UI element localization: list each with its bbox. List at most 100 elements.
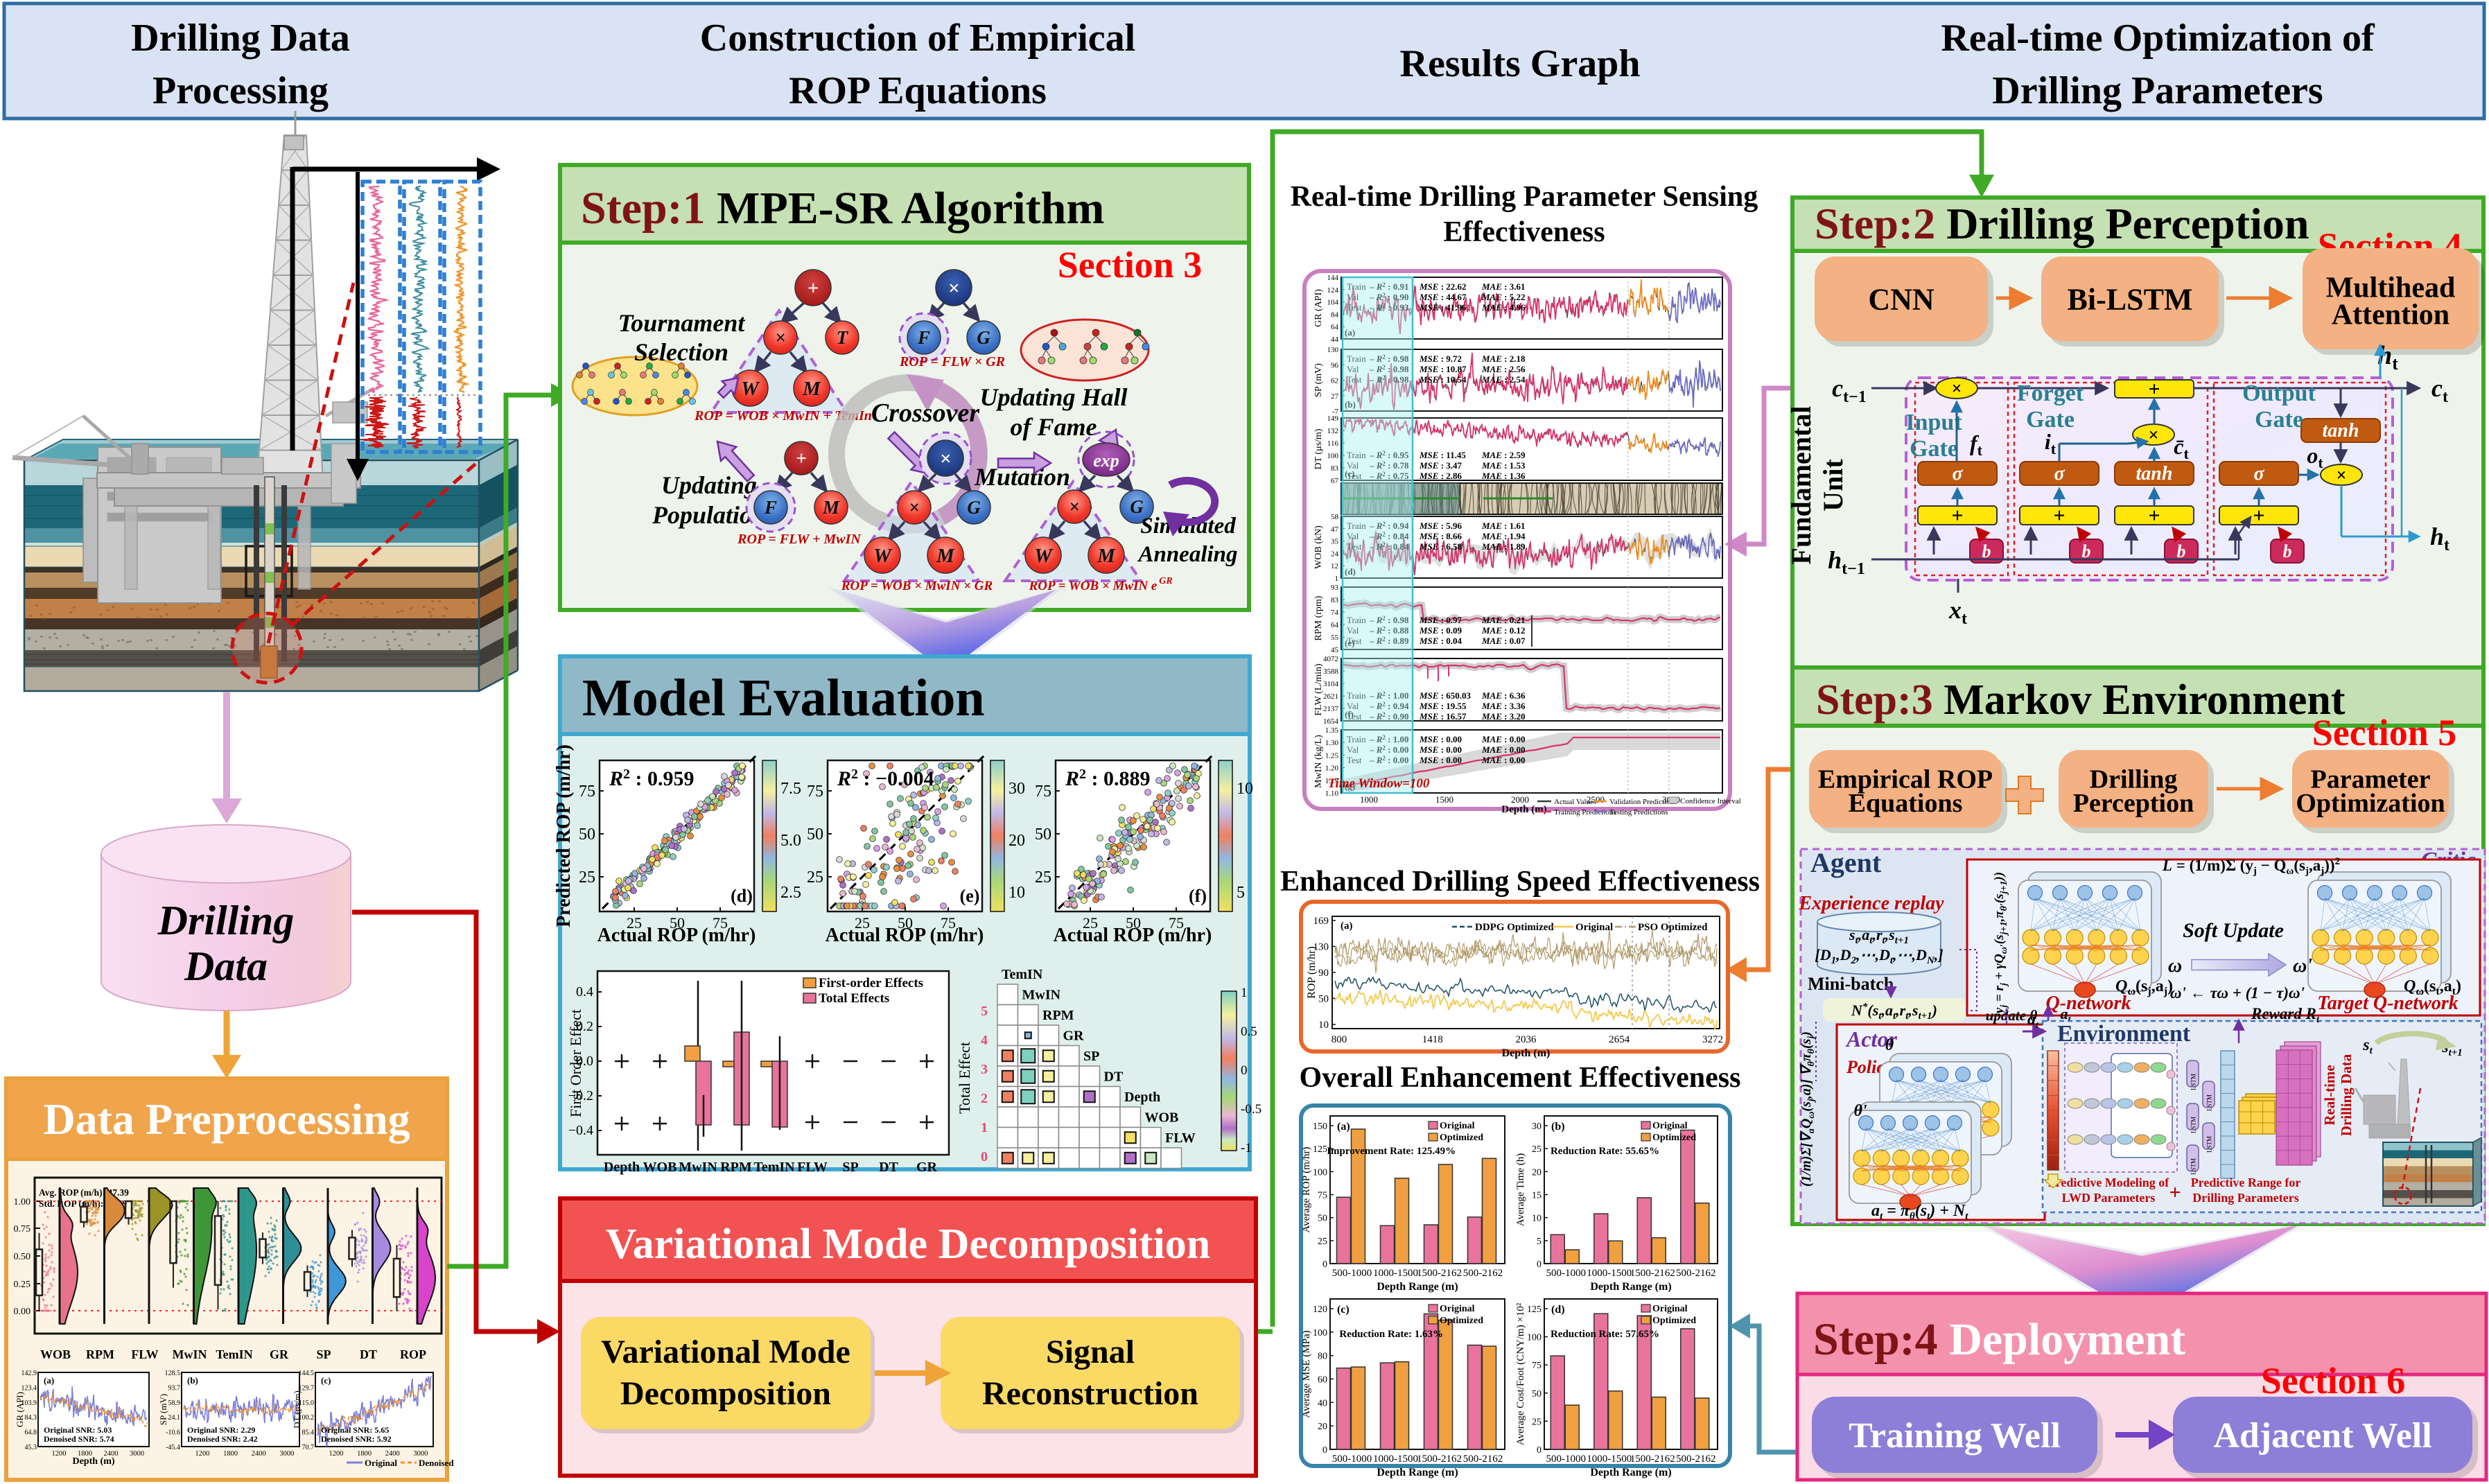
- svg-text:ω: ω: [2168, 955, 2182, 977]
- svg-text:σ: σ: [1952, 463, 1963, 485]
- svg-text:Drilling Data: Drilling Data: [131, 17, 350, 60]
- svg-text:– R2 : 1.00: – R2 : 1.00: [1369, 734, 1409, 744]
- svg-text:Average Time (h): Average Time (h): [1515, 1153, 1526, 1227]
- svg-text:ot: ot: [2307, 443, 2323, 471]
- svg-text:Average ROP (m/hr): Average ROP (m/hr): [1301, 1146, 1312, 1232]
- svg-text:10: 10: [1008, 884, 1025, 902]
- svg-text:Effectiveness: Effectiveness: [1443, 216, 1605, 248]
- svg-text:WOB: WOB: [40, 1347, 71, 1361]
- svg-text:MSE : 0.09: MSE : 0.09: [1419, 625, 1462, 636]
- svg-text:WOB (kN): WOB (kN): [1313, 525, 1324, 569]
- svg-text:ROP = WOB × MwIN × GR: ROP = WOB × MwIN × GR: [841, 579, 993, 593]
- svg-text:Total Effect: Total Effect: [956, 1042, 973, 1114]
- svg-text:TemIN: TemIN: [216, 1347, 252, 1361]
- svg-text:800: 800: [1331, 1034, 1347, 1045]
- svg-text:Predictive Range for: Predictive Range for: [2191, 1176, 2301, 1189]
- svg-text:132: 132: [1327, 427, 1339, 435]
- svg-text:3588: 3588: [1323, 667, 1339, 676]
- svg-text:Attention: Attention: [2332, 299, 2449, 331]
- svg-text:1.35: 1.35: [1325, 726, 1339, 735]
- svg-text:Actual ROP (m/hr): Actual ROP (m/hr): [1054, 925, 1212, 946]
- svg-text:116: 116: [1327, 439, 1339, 448]
- svg-text:+: +: [2053, 505, 2065, 527]
- svg-text:Forget: Forget: [2017, 381, 2084, 406]
- svg-text:1.20: 1.20: [1325, 765, 1339, 773]
- svg-text:MAE : 1.61: MAE : 1.61: [1481, 521, 1526, 531]
- svg-text:-1: -1: [1241, 1141, 1252, 1155]
- svg-text:Original SNR: 5.03: Original SNR: 5.03: [44, 1425, 112, 1435]
- svg-text:Val: Val: [1347, 460, 1359, 471]
- svg-text:×: ×: [909, 497, 919, 518]
- svg-text:×: ×: [1952, 378, 1962, 399]
- svg-text:MAE : 0.12: MAE : 0.12: [1481, 625, 1526, 636]
- svg-text:CNN: CNN: [1868, 282, 1935, 316]
- svg-text:1800: 1800: [78, 1450, 92, 1458]
- svg-text:(1/m)Σ[∇aQω(sj,a)] ∇θπθ(sj): (1/m)Σ[∇aQω(sj,a)] ∇θπθ(sj): [1799, 1031, 1817, 1187]
- svg-text:(d): (d): [731, 886, 753, 906]
- svg-text:103.9: 103.9: [21, 1399, 37, 1407]
- svg-text:100: 100: [1313, 1167, 1327, 1178]
- svg-text:Multihead: Multihead: [2326, 272, 2456, 304]
- svg-text:Val: Val: [1347, 744, 1359, 755]
- svg-text:0: 0: [1537, 1445, 1542, 1456]
- svg-text:3272: 3272: [1702, 1034, 1723, 1045]
- svg-text:1654: 1654: [1323, 717, 1339, 726]
- svg-text:5.0: 5.0: [780, 832, 801, 850]
- svg-text:Actual ROP (m/hr): Actual ROP (m/hr): [826, 925, 984, 946]
- svg-text:25: 25: [627, 914, 642, 932]
- svg-text:×: ×: [940, 448, 952, 470]
- svg-text:G: G: [967, 497, 981, 518]
- svg-text:124: 124: [1327, 286, 1339, 295]
- svg-text:c̄t: c̄t: [2174, 434, 2189, 462]
- svg-text:exp: exp: [1093, 451, 1119, 471]
- svg-text:Unit: Unit: [1817, 459, 1849, 512]
- svg-text:MwIN (kg/L): MwIN (kg/L): [1313, 735, 1324, 788]
- svg-text:GR: GR: [270, 1347, 289, 1361]
- svg-text:128.5: 128.5: [165, 1370, 181, 1377]
- svg-text:Step:2 Drilling Perception: Step:2 Drilling Perception: [1815, 199, 2309, 248]
- svg-text:Train: Train: [1347, 615, 1366, 625]
- svg-text:Actual ROP (m/hr): Actual ROP (m/hr): [597, 925, 756, 946]
- svg-text:FLW (L/min): FLW (L/min): [1313, 663, 1324, 716]
- svg-text:149: 149: [1327, 414, 1339, 423]
- svg-text:FLW: FLW: [797, 1160, 828, 1175]
- svg-text:Environment: Environment: [2057, 1021, 2191, 1047]
- svg-text:Validation Predictions: Validation Predictions: [1609, 798, 1677, 806]
- svg-text:MSE : 8.66: MSE : 8.66: [1419, 531, 1462, 541]
- svg-text:Denoised: Denoised: [419, 1458, 454, 1468]
- svg-text:MAE : 4.96: MAE : 4.96: [1481, 302, 1526, 313]
- svg-text:Drilling Parameters: Drilling Parameters: [2192, 1191, 2298, 1205]
- svg-text:500-1000: 500-1000: [1546, 1268, 1587, 1279]
- svg-text:Actual Values: Actual Values: [1554, 798, 1596, 806]
- svg-text:50: 50: [898, 914, 913, 932]
- svg-text:47: 47: [1331, 525, 1339, 534]
- svg-text:(b): (b): [1551, 1121, 1565, 1133]
- svg-text:σ: σ: [2054, 463, 2065, 485]
- svg-text:120: 120: [1313, 1304, 1327, 1315]
- svg-text:M: M: [1097, 545, 1116, 567]
- svg-text:First Order Effect: First Order Effect: [567, 1009, 584, 1117]
- svg-text:MAE : 0.00: MAE : 0.00: [1481, 734, 1526, 744]
- svg-text:Val: Val: [1347, 364, 1359, 374]
- svg-text:100.2: 100.2: [299, 1414, 315, 1422]
- svg-text:MSE : 0.00: MSE : 0.00: [1419, 734, 1462, 744]
- svg-text:0.2: 0.2: [576, 1019, 593, 1034]
- svg-text:0: 0: [981, 1149, 988, 1164]
- svg-text:Average Cost/Foot (CNY/m) ×10²: Average Cost/Foot (CNY/m) ×10²: [1515, 1302, 1526, 1445]
- svg-text:MAE : 2.54: MAE : 2.54: [1481, 374, 1526, 385]
- svg-text:1800: 1800: [357, 1450, 372, 1458]
- svg-text:Test: Test: [1347, 374, 1362, 385]
- svg-text:1.25: 1.25: [1325, 751, 1339, 760]
- svg-text:25: 25: [1532, 1144, 1542, 1155]
- svg-text:123.4: 123.4: [21, 1384, 37, 1392]
- svg-text:Crossover: Crossover: [871, 399, 980, 428]
- svg-text:+: +: [1951, 505, 1963, 527]
- svg-text:500-2162: 500-2162: [1463, 1454, 1503, 1465]
- svg-text:Qω(sj,aj): Qω(sj,aj): [2115, 977, 2173, 997]
- svg-text:Bi-LSTM: Bi-LSTM: [2068, 282, 2193, 316]
- svg-text:Reduction Rate: 57.65%: Reduction Rate: 57.65%: [1551, 1329, 1659, 1340]
- svg-text:Step:3 Markov Environment: Step:3 Markov Environment: [1816, 676, 2346, 724]
- svg-text:MSE : 0.04: MSE : 0.04: [1419, 636, 1462, 646]
- svg-text:yj = rj + γQω′(sj+1,πθ′(sj+1)): yj = rj + γQω′(sj+1,πθ′(sj+1)): [1992, 872, 2009, 1015]
- svg-text:ct: ct: [2431, 374, 2448, 406]
